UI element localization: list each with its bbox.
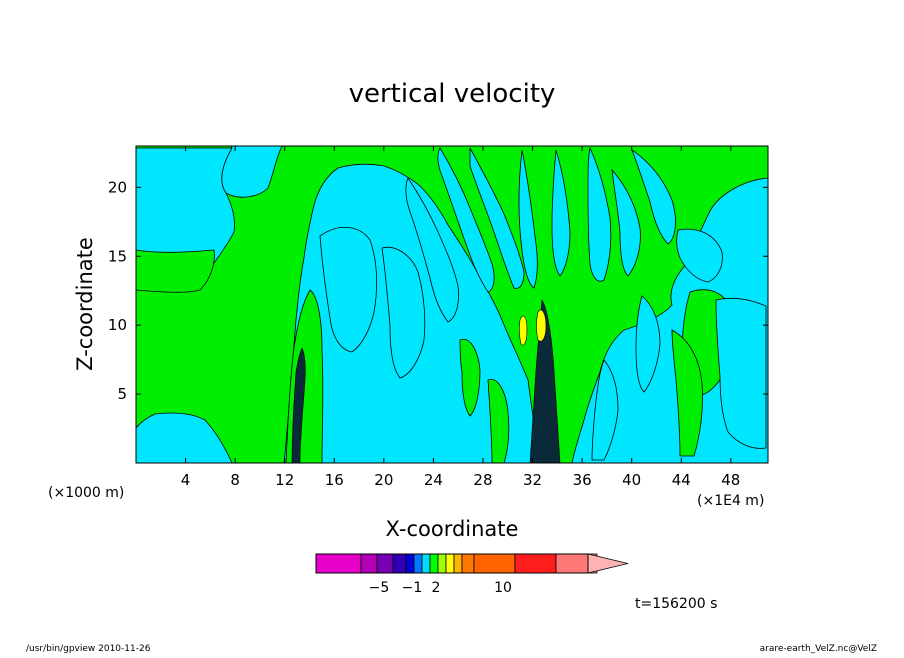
- contour-region: [551, 149, 571, 277]
- y-tick-label: 10: [108, 316, 127, 334]
- x-axis-title: X-coordinate: [386, 517, 519, 541]
- x-tick-label: 28: [473, 471, 492, 489]
- x-axis-ticks: 4 8 12 16 20 24 28 32 36 40 44 48: [181, 146, 740, 489]
- colorbar: −5 −1 2 10: [315, 553, 629, 596]
- x-tick-label: 48: [721, 471, 740, 489]
- colorbar-cell: [413, 553, 423, 574]
- colorbar-frame: [315, 553, 589, 574]
- x-tick-label: 12: [275, 471, 294, 489]
- y-tick-label: 5: [117, 385, 127, 403]
- contour-region: [671, 329, 703, 457]
- colorbar-tick-label: −1: [402, 580, 423, 596]
- contour-region: [469, 147, 525, 289]
- x-tick-label: 8: [230, 471, 240, 489]
- contour-region: [715, 298, 767, 449]
- y-tick-label: 15: [108, 247, 127, 265]
- x-tick-label: 44: [672, 471, 691, 489]
- colorbar-cell: [445, 553, 455, 574]
- colorbar-cell: [453, 553, 463, 574]
- footer-right: arare-earth_VelZ.nc@VelZ: [760, 644, 877, 654]
- time-label: t=156200 s: [635, 596, 717, 612]
- x-tick-label: 16: [325, 471, 344, 489]
- colorbar-cell: [429, 553, 439, 574]
- colorbar-cell: [405, 553, 415, 574]
- contour-region: [291, 347, 306, 464]
- contour-region: [437, 147, 495, 293]
- colorbar-cell: [437, 553, 447, 574]
- y-axis-title: Z-coordinate: [73, 237, 97, 371]
- x-tick-label: 20: [374, 471, 393, 489]
- contour-region: [676, 228, 723, 283]
- colorbar-cell: [461, 553, 475, 574]
- contour-region: [459, 338, 481, 417]
- x-unit-right: (×1E4 m): [697, 493, 764, 509]
- contour-region: [518, 149, 538, 289]
- plot-frame: [135, 145, 769, 464]
- contour-region: [135, 249, 215, 293]
- contour-region: [381, 246, 426, 379]
- contour-region: [319, 227, 378, 353]
- contour-region: [405, 177, 459, 323]
- colorbar-tick-label: 2: [432, 580, 441, 596]
- contour-region: [611, 168, 641, 277]
- chart-title: vertical velocity: [349, 79, 556, 109]
- colorbar-cells: [315, 553, 598, 574]
- colorbar-tick-label: 10: [494, 580, 512, 596]
- contour-region: [519, 315, 528, 346]
- contour-region: [587, 146, 612, 282]
- x-tick-label: 36: [573, 471, 592, 489]
- updraft-core: [291, 299, 561, 464]
- contour-region: [487, 379, 510, 464]
- contour-region: [635, 295, 661, 393]
- contour-region: [591, 359, 619, 461]
- colorbar-cell: [473, 553, 516, 574]
- contour-region: [631, 148, 676, 245]
- x-tick-label: 32: [523, 471, 542, 489]
- footer-left: /usr/bin/gpview 2010-11-26: [26, 644, 151, 654]
- colorbar-cell: [421, 553, 431, 574]
- colorbar-cell: [376, 553, 394, 574]
- x-tick-label: 40: [622, 471, 641, 489]
- y-axis-ticks: 5 10 15 20: [108, 178, 768, 403]
- green-contour-regions: [135, 145, 769, 464]
- colorbar-cell: [360, 553, 378, 574]
- x-tick-label: 4: [181, 471, 191, 489]
- y-tick-label: 20: [108, 178, 127, 196]
- colorbar-cell: [315, 553, 362, 574]
- colorbar-cell: [392, 553, 407, 574]
- colorbar-tick-label: −5: [369, 580, 390, 596]
- colorbar-cell: [514, 553, 557, 574]
- colorbar-extension-triangle: [587, 553, 629, 574]
- contour-region: [529, 299, 561, 464]
- x-tick-label: 24: [424, 471, 443, 489]
- contour-region: [536, 309, 547, 342]
- x-unit-left: (×1000 m): [48, 485, 124, 501]
